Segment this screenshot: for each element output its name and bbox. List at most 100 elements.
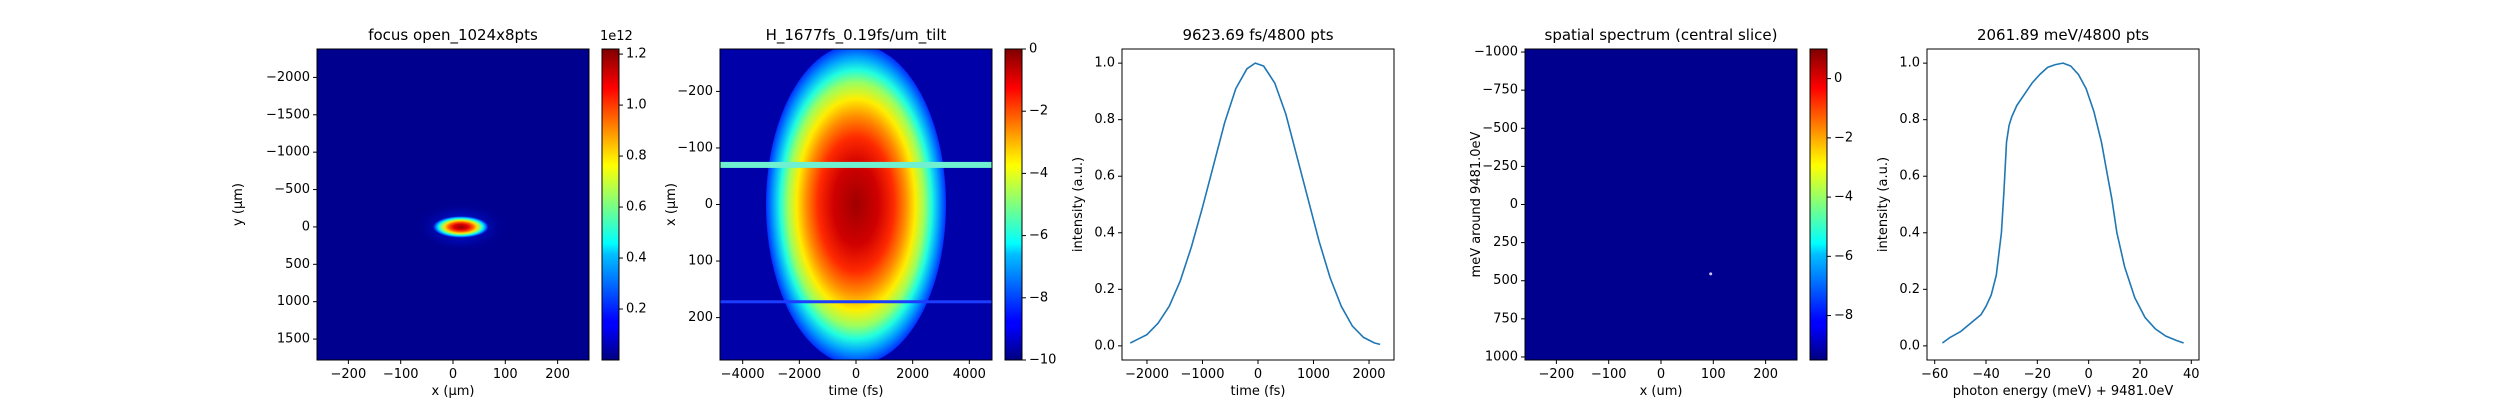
- y-tick-label: 1000: [1485, 349, 1518, 364]
- y-tick-label: 1000: [277, 294, 310, 309]
- y-tick-label: 0.4: [1899, 225, 1920, 240]
- x-tick-label: 0: [1657, 367, 1665, 382]
- heatmap-streak: [720, 161, 992, 168]
- y-tick-label: −1500: [266, 107, 310, 122]
- colorbar-tick-label: −6: [1834, 249, 1853, 264]
- heatmap-background: [1525, 49, 1797, 360]
- heatmap-blob: [766, 49, 946, 360]
- y-tick-label: 500: [285, 257, 310, 272]
- heatmap-streak: [720, 300, 992, 304]
- x-tick-label: −200: [331, 367, 367, 382]
- colorbar-tick-label: −2: [1834, 130, 1853, 145]
- colorbar-tick-label: 0.6: [626, 200, 647, 215]
- x-axis-label: x (um): [1640, 384, 1683, 399]
- colorbar-tick-label: 0: [1834, 71, 1842, 86]
- y-tick-label: 0.6: [1899, 169, 1920, 184]
- y-axis-label: y (μm): [231, 183, 246, 226]
- y-tick-label: −500: [274, 182, 310, 197]
- y-axis-label: intensity (a.u.): [1876, 157, 1891, 252]
- y-tick-label: −100: [677, 140, 713, 155]
- colorbar: 0 −2 −4 −6 −8: [1809, 48, 1853, 361]
- x-tick-label: 100: [1701, 367, 1726, 382]
- colorbar: 0 −2 −4 −6 −8 −10: [1004, 42, 1056, 368]
- y-tick-label: 1.0: [1094, 56, 1115, 71]
- x-tick-label: 1000: [1297, 367, 1330, 382]
- colorbar-tick-label: −2: [1029, 104, 1048, 119]
- y-tick-label: 0.0: [1094, 338, 1115, 353]
- colorbar-tick-label: −4: [1834, 190, 1853, 205]
- y-tick-label: 0.6: [1094, 169, 1115, 184]
- x-tick-label: 40: [2183, 367, 2200, 382]
- x-tick-label: −1000: [1180, 367, 1224, 382]
- y-tick-label: 0: [1510, 197, 1518, 212]
- y-tick-label: −250: [1482, 159, 1518, 174]
- chart-title: focus open_1024x8pts: [368, 26, 538, 45]
- colorbar: 0.2 0.4 0.6 0.8 1.0 1.2 1e12: [600, 29, 647, 361]
- y-tick-label: 1500: [277, 332, 310, 347]
- y-tick-label: 1.0: [1899, 56, 1920, 71]
- y-axis-label: intensity (a.u.): [1071, 157, 1086, 252]
- colorbar-tick-label: 0.4: [626, 251, 647, 266]
- x-tick-label: 200: [545, 367, 570, 382]
- x-tick-label: 0: [449, 367, 457, 382]
- x-tick-label: −2000: [1125, 367, 1169, 382]
- colorbar-tick-label: 0.8: [626, 149, 647, 164]
- y-axis-label: meV around 9481.0eV: [1469, 131, 1484, 277]
- x-axis-label: time (fs): [1231, 384, 1286, 399]
- x-tick-label: 0: [2085, 367, 2093, 382]
- axes-frame: [1926, 48, 2200, 361]
- x-tick-label: −40: [1972, 367, 1999, 382]
- colorbar-gradient: [1810, 49, 1827, 360]
- y-tick-label: −2000: [266, 70, 310, 85]
- x-tick-label: 200: [1753, 367, 1778, 382]
- y-tick-label: −1000: [1474, 45, 1518, 60]
- x-tick-label: 2000: [896, 367, 929, 382]
- colorbar-gradient: [1005, 49, 1022, 360]
- chart-title: spatial spectrum (central slice): [1545, 26, 1778, 44]
- series-line: [1129, 62, 1381, 346]
- x-tick-label: −60: [1921, 367, 1948, 382]
- y-axis-label: x (μm): [664, 183, 679, 226]
- x-tick-label: −200: [1539, 367, 1575, 382]
- series-line: [1941, 62, 2184, 344]
- y-tick-label: 250: [1493, 235, 1518, 250]
- heatmap-image: [1525, 49, 1797, 360]
- y-tick-label: 200: [688, 310, 713, 325]
- y-tick-label: 0.2: [1899, 282, 1920, 297]
- colorbar-tick-label: 0: [1029, 42, 1037, 57]
- plot-2: −4000 −2000 0 2000 4000−200−1000100200H_1677…: [664, 26, 1056, 399]
- colorbar-exponent: 1e12: [600, 29, 633, 44]
- y-tick-label: 0: [302, 219, 310, 234]
- y-tick-label: 100: [688, 254, 713, 269]
- y-tick-label: 0.8: [1899, 112, 1920, 127]
- x-axis-label: time (fs): [829, 384, 884, 399]
- colorbar-gradient: [602, 49, 619, 360]
- y-tick-label: −200: [677, 84, 713, 99]
- heatmap-image: [720, 49, 992, 360]
- plot-1: −200 −100 0 100 200−2000−1500−1000−500050010…: [231, 26, 647, 399]
- axes-frame: [1121, 48, 1395, 361]
- x-tick-label: 0: [852, 367, 860, 382]
- x-tick-label: −100: [1591, 367, 1627, 382]
- chart-title: 9623.69 fs/4800 pts: [1182, 26, 1333, 44]
- colorbar-tick-label: −8: [1029, 290, 1048, 305]
- y-tick-label: 0.0: [1899, 338, 1920, 353]
- y-tick-label: 0.2: [1094, 282, 1115, 297]
- y-tick-label: 500: [1493, 273, 1518, 288]
- colorbar-tick-label: −4: [1029, 166, 1048, 181]
- y-tick-label: 0: [705, 197, 713, 212]
- plot-4: −200 −100 0 100 20010007505002500−250−500−75…: [1469, 26, 1853, 399]
- chart-title: H_1677fs_0.19fs/um_tilt: [766, 26, 947, 45]
- colorbar-frame: [1004, 48, 1023, 361]
- x-axis-label: photon energy (meV) + 9481.0eV: [1953, 384, 2174, 399]
- x-tick-label: 20: [2132, 367, 2149, 382]
- heatmap-spot: [432, 215, 490, 239]
- x-tick-label: 0: [1254, 367, 1262, 382]
- y-tick-label: 0.4: [1094, 225, 1115, 240]
- x-tick-label: 4000: [953, 367, 986, 382]
- heatmap-point: [1709, 272, 1713, 276]
- x-tick-label: −4000: [721, 367, 765, 382]
- x-tick-label: 2000: [1352, 367, 1385, 382]
- plot-3: −2000 −1000 0 1000 2000 0.0 0.2 0.4 0.6 0.8 1.0 962…: [1071, 26, 1395, 399]
